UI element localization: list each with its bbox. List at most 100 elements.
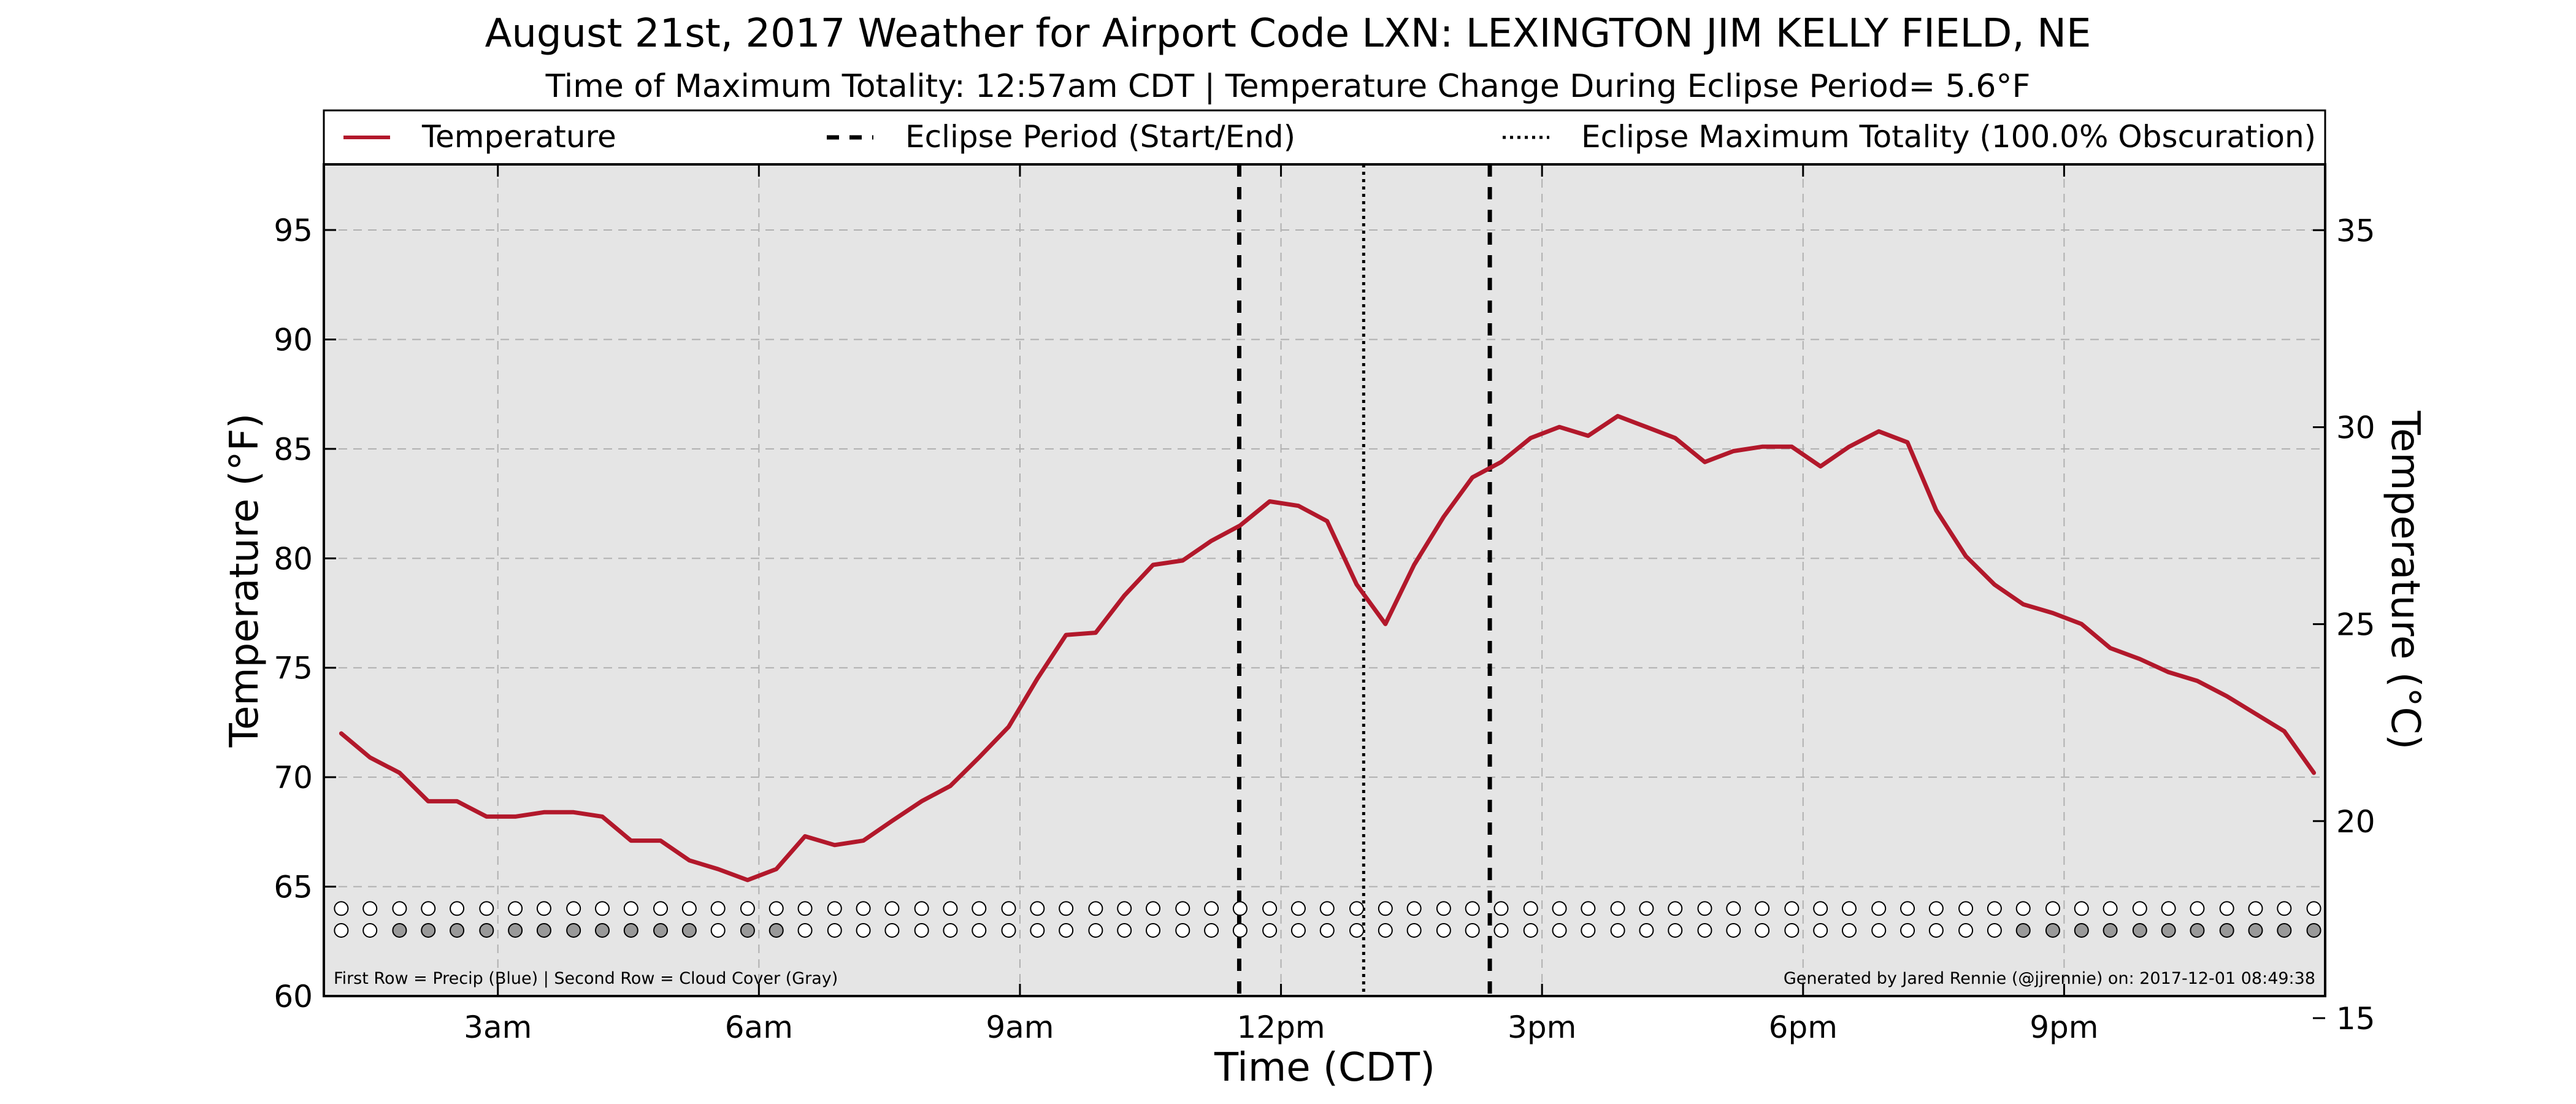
y-axis-label-left: Temperature (°F) <box>222 413 267 748</box>
precip-dot <box>1262 901 1278 916</box>
cloud-cover-dot <box>1841 922 1857 938</box>
cloud-cover-dot <box>1523 922 1538 938</box>
y-tick-label-left: 60 <box>274 979 313 1014</box>
precip-dot <box>797 901 813 916</box>
cloud-cover-dot <box>1958 922 1974 938</box>
precip-dot <box>2219 901 2234 916</box>
precip-dot <box>2132 901 2147 916</box>
cloud-cover-dot <box>856 922 871 938</box>
precip-dot <box>1523 901 1538 916</box>
y-tick-label-left: 75 <box>274 651 313 686</box>
precip-dot <box>450 901 465 916</box>
precip-dot <box>2074 901 2089 916</box>
cloud-cover-dot <box>450 922 465 938</box>
plot-frame <box>323 163 2326 997</box>
cloud-cover-dot <box>1175 922 1190 938</box>
precip-dot <box>2015 901 2031 916</box>
cloud-cover-dot <box>740 922 755 938</box>
cloud-cover-dot <box>1900 922 1915 938</box>
precip-dot <box>1059 901 1074 916</box>
cloud-cover-dot <box>1406 922 1422 938</box>
footnote-right: Generated by Jared Rennie (@jjrennie) on… <box>1784 969 2315 988</box>
precip-dot <box>1841 901 1857 916</box>
temperature-series <box>339 413 2317 883</box>
y-tick-label-right: 35 <box>2336 213 2375 248</box>
precip-dot <box>1813 901 1828 916</box>
precip-dot <box>566 901 581 916</box>
precip-dot <box>392 901 407 916</box>
precip-dot <box>1726 901 1741 916</box>
cloud-cover-dot <box>1610 922 1625 938</box>
grid <box>324 164 2325 996</box>
cloud-cover-dot <box>2219 922 2234 938</box>
precip-dot <box>2045 901 2060 916</box>
precip-dot <box>508 901 523 916</box>
precip-dot <box>1552 901 1567 916</box>
cloud-cover-dot <box>623 922 638 938</box>
cloud-cover-dot <box>536 922 551 938</box>
cloud-cover-dot <box>2248 922 2263 938</box>
precip-dot <box>1493 901 1509 916</box>
axes: 3am 6am 9am 12pm 3pm 6pm 9pm 60 65 70 75 80 85 90 95 15… <box>274 164 2375 1045</box>
precip-dot <box>1001 901 1016 916</box>
cloud-cover-dot <box>1146 922 1161 938</box>
cloud-cover-dot <box>1552 922 1567 938</box>
x-tick-label: 6pm <box>1769 1010 1838 1045</box>
cloud-cover-dot <box>797 922 813 938</box>
precip-dot <box>1958 901 1974 916</box>
precip-dot <box>1088 901 1103 916</box>
cloud-cover-dot <box>884 922 900 938</box>
precip-dot <box>1319 901 1335 916</box>
cloud-cover-dot <box>2045 922 2060 938</box>
precip-dot <box>623 901 638 916</box>
precip-dot <box>1436 901 1451 916</box>
indicator-rows <box>334 901 2321 938</box>
cloud-cover-dot <box>2015 922 2031 938</box>
x-tick-label: 12pm <box>1237 1010 1325 1045</box>
chart-title: August 21st, 2017 Weather for Airport Co… <box>485 11 2091 56</box>
cloud-cover-dot <box>1784 922 1800 938</box>
precip-dot <box>2161 901 2176 916</box>
cloud-cover-dot <box>1030 922 1045 938</box>
cloud-cover-dot <box>2190 922 2205 938</box>
precip-dot <box>2277 901 2292 916</box>
cloud-cover-dot <box>769 922 784 938</box>
y-tick-label-right: 30 <box>2336 410 2375 445</box>
cloud-cover-dot <box>508 922 523 938</box>
precip-dot <box>1697 901 1712 916</box>
y-tick-label-right: 20 <box>2336 804 2375 840</box>
cloud-cover-dot <box>1697 922 1712 938</box>
precip-dot <box>2306 901 2321 916</box>
precip-dot <box>1900 901 1915 916</box>
y-tick-label-left: 80 <box>274 541 313 577</box>
precip-dot <box>1349 901 1364 916</box>
cloud-cover-dot <box>653 922 669 938</box>
cloud-cover-dot <box>1117 922 1132 938</box>
precip-dot <box>1146 901 1161 916</box>
precip-dot <box>1232 901 1248 916</box>
cloud-cover-dot <box>1928 922 1944 938</box>
precip-dot <box>1987 901 2002 916</box>
footnote-left: First Row = Precip (Blue) | Second Row =… <box>334 969 838 988</box>
cloud-cover-dot <box>1871 922 1887 938</box>
cloud-cover-dot <box>1232 922 1248 938</box>
precip-dot <box>1406 901 1422 916</box>
cloud-cover-dot <box>972 922 987 938</box>
precip-dot <box>362 901 378 916</box>
x-tick-label: 3pm <box>1508 1010 1576 1045</box>
y-tick-label-left: 95 <box>274 213 313 248</box>
cloud-cover-dot <box>1378 922 1393 938</box>
cloud-cover-dot <box>1290 922 1306 938</box>
precip-dot <box>1204 901 1219 916</box>
precip-dot <box>2248 901 2263 916</box>
cloud-cover-dot <box>2306 922 2321 938</box>
precip-dot <box>421 901 436 916</box>
precip-dot <box>1175 901 1190 916</box>
precip-dot <box>536 901 551 916</box>
cloud-cover-dot <box>392 922 407 938</box>
precip-dot <box>827 901 842 916</box>
precip-dot <box>1928 901 1944 916</box>
cloud-cover-dot <box>2074 922 2089 938</box>
precip-dot <box>1639 901 1654 916</box>
